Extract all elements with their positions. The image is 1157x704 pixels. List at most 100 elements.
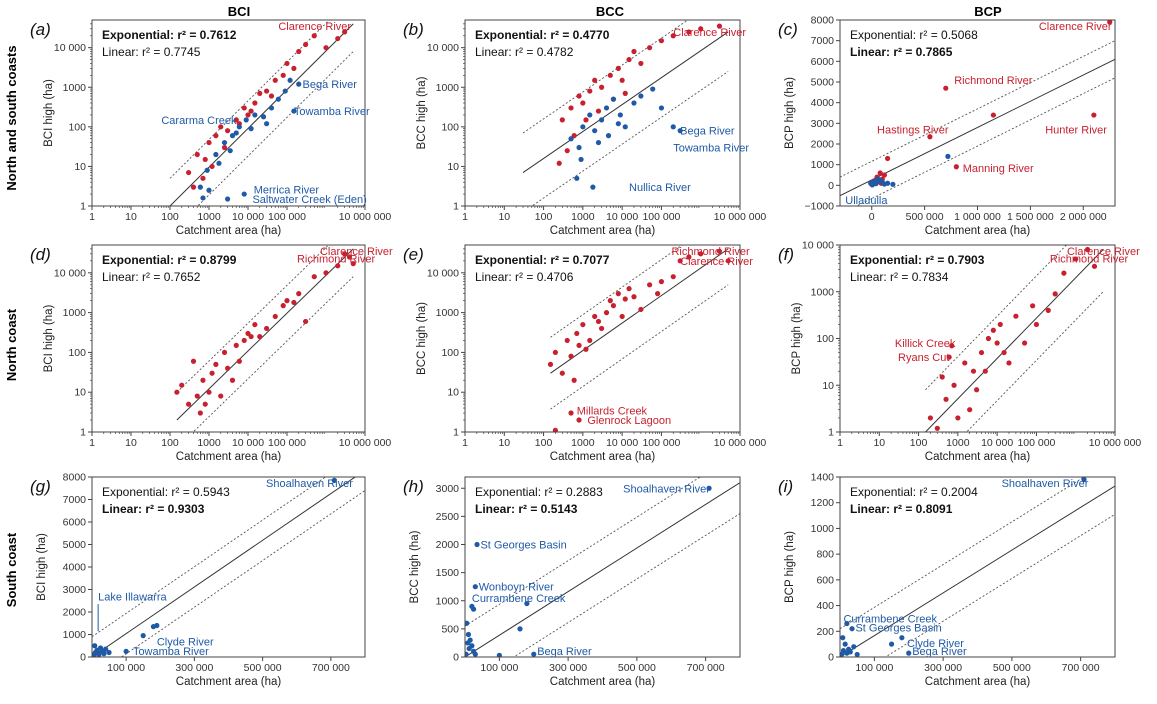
data-point-north <box>599 84 605 90</box>
data-point-south <box>524 600 530 607</box>
data-point-north <box>647 45 653 51</box>
point-annotation: Saltwater Creek (Eden) <box>252 194 366 206</box>
regression-line <box>465 482 740 657</box>
y-tick-label: 10 000 <box>427 267 459 279</box>
y-tick-label: 6000 <box>63 517 87 529</box>
data-point-south <box>844 620 850 627</box>
point-annotation: Clarence River <box>680 256 753 268</box>
data-point-north <box>615 65 621 71</box>
upper-prediction-band <box>550 245 684 338</box>
y-tick-label: 1 <box>828 427 834 439</box>
upper-prediction-band <box>522 20 689 134</box>
data-point-south <box>96 652 102 657</box>
data-point-north <box>953 164 959 170</box>
data-point-south <box>881 181 888 187</box>
regression-line <box>169 23 354 206</box>
x-axis-label: Catchment area (ha) <box>176 225 282 237</box>
y-tick-label: 10 <box>447 161 459 173</box>
data-point-north <box>200 175 206 181</box>
point-annotation: Clarence River <box>673 27 746 39</box>
x-tick-label: 1000 <box>571 211 595 223</box>
data-point-south <box>610 96 617 102</box>
data-point-north <box>342 251 348 257</box>
data-point-north <box>576 417 582 423</box>
fit-statistic: Exponential: r² = 0.2004 <box>850 485 978 499</box>
data-point-north <box>559 370 565 376</box>
y-axis-label: BCC high (ha) <box>416 302 428 375</box>
y-tick-label: 1000 <box>811 286 835 298</box>
data-point-north <box>200 377 206 383</box>
panel-letter: (d) <box>30 245 51 264</box>
data-points <box>927 246 1098 431</box>
data-point-north <box>556 160 562 166</box>
y-tick-label: 1500 <box>436 567 460 579</box>
x-tick-label: 10 000 <box>232 437 264 449</box>
fit-statistic: Exponential: r² = 0.4770 <box>475 28 610 42</box>
fit-lines <box>522 20 729 206</box>
data-point-north <box>552 349 558 356</box>
data-point-north <box>552 427 558 432</box>
data-point-north <box>280 72 286 78</box>
y-tick-label: 1400 <box>811 472 835 484</box>
data-point-south <box>275 96 281 102</box>
data-point-south <box>236 124 242 130</box>
regression-line <box>840 485 1115 657</box>
y-axis-label: BCC high (ha) <box>416 76 428 149</box>
data-point-south <box>650 86 656 92</box>
data-point-north <box>209 163 215 170</box>
data-point-north <box>626 286 632 292</box>
data-point-south <box>252 112 258 118</box>
data-points <box>174 251 356 416</box>
point-annotation: Manning River <box>963 163 1034 175</box>
data-point-north <box>194 393 200 399</box>
plot-frame <box>839 244 1116 433</box>
point-annotation: Bega River <box>537 646 592 658</box>
data-point-north <box>970 368 977 374</box>
x-tick-label: 10 <box>498 211 510 223</box>
y-tick-label: 10 <box>74 387 86 399</box>
data-point-north <box>686 29 692 35</box>
data-point-north <box>291 65 297 71</box>
x-tick-label: 10 000 <box>981 437 1013 449</box>
row-title-south: South coast <box>4 532 19 607</box>
data-point-north <box>587 88 593 94</box>
data-point-north <box>233 117 239 123</box>
x-tick-label: 10 <box>873 437 885 449</box>
point-annotation: Clyde River <box>907 638 964 650</box>
x-tick-label: 1 500 000 <box>1007 211 1054 223</box>
y-tick-label: 2000 <box>63 607 87 619</box>
y-axis-label: BCI high (ha) <box>43 79 55 147</box>
data-point-north <box>268 93 275 99</box>
y-tick-label: 1000 <box>436 82 460 94</box>
point-annotation: Merrica River <box>254 185 320 197</box>
y-tick-label: 4000 <box>63 562 87 574</box>
data-points <box>186 29 348 202</box>
y-tick-label: 1 <box>453 201 459 213</box>
data-point-north <box>206 389 212 395</box>
data-point-north <box>967 407 973 413</box>
fit-statistic: Linear: r² = 0.4782 <box>475 45 574 59</box>
point-annotation: Richmond River <box>1050 253 1129 265</box>
data-point-north <box>296 48 302 55</box>
y-tick-label: 8000 <box>811 15 835 27</box>
y-tick-label: 200 <box>816 626 834 638</box>
fit-statistic: Exponential: r² = 0.2883 <box>475 485 603 499</box>
fit-statistic: Exponential: r² = 0.8799 <box>102 253 237 267</box>
data-point-north <box>296 291 302 297</box>
data-point-south <box>658 105 665 111</box>
point-annotation: Ryans Cut <box>898 352 949 364</box>
data-point-south <box>906 650 912 656</box>
data-point-north <box>233 342 239 349</box>
data-point-north <box>610 303 617 309</box>
data-point-south <box>154 622 160 629</box>
y-tick-label: 6000 <box>811 56 835 68</box>
data-point-south <box>868 180 874 186</box>
data-point-south <box>291 108 297 114</box>
data-point-north <box>670 33 676 39</box>
x-tick-label: 10 000 000 <box>339 211 392 223</box>
point-annotation: Towamba River <box>133 646 209 658</box>
data-point-south <box>140 633 146 639</box>
data-point-north <box>264 88 270 94</box>
data-point-south <box>622 124 628 130</box>
data-point-south <box>200 195 206 201</box>
